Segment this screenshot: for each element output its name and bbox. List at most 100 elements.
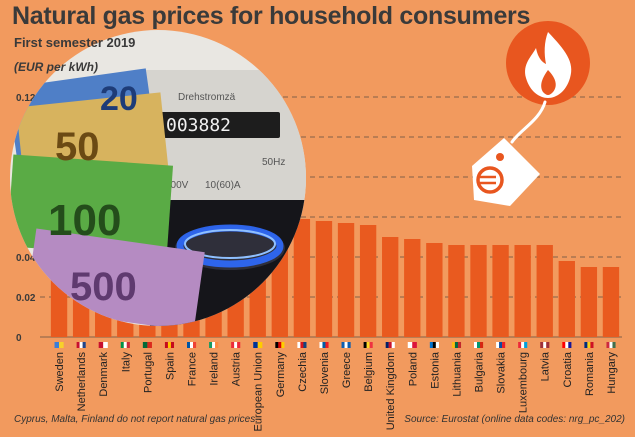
bar bbox=[580, 267, 598, 337]
page-subtitle: First semester 2019 bbox=[14, 35, 136, 50]
meter-rating-text: 10(60)A bbox=[205, 180, 241, 191]
flag-icon bbox=[98, 342, 108, 348]
flag-stripe bbox=[257, 342, 263, 348]
flag-icon bbox=[164, 342, 175, 348]
flag-stripe bbox=[369, 342, 373, 348]
flag-stripe bbox=[167, 342, 172, 348]
x-tick-label: Lithuania bbox=[451, 351, 463, 397]
y-tick-label: 0 bbox=[16, 333, 22, 344]
bar bbox=[492, 245, 509, 337]
flag-stripe bbox=[347, 342, 351, 348]
x-tick-label: Slovakia bbox=[496, 351, 508, 393]
flag-icon bbox=[253, 342, 263, 348]
flag-stripe bbox=[363, 342, 367, 348]
x-tick-label: Portugal bbox=[142, 352, 154, 393]
flag-stripe bbox=[429, 342, 433, 348]
x-tick-label: France bbox=[187, 352, 199, 386]
flag-stripe bbox=[322, 342, 326, 348]
flag-icon bbox=[231, 342, 241, 348]
x-tick-label: Netherlands bbox=[76, 352, 88, 412]
x-tick-label: Luxembourg bbox=[518, 352, 530, 413]
flag-stripe bbox=[366, 342, 370, 348]
flag-stripe bbox=[231, 342, 235, 348]
flag-stripe bbox=[237, 342, 241, 348]
y-tick-label: 0.02 bbox=[16, 293, 36, 304]
flag-stripe bbox=[82, 342, 86, 348]
flag-stripe bbox=[76, 342, 80, 348]
flag-stripe bbox=[164, 342, 169, 348]
flag-stripe bbox=[524, 342, 528, 348]
flag-stripe bbox=[209, 342, 213, 348]
flag-stripe bbox=[187, 342, 191, 348]
flag-stripe bbox=[388, 342, 392, 348]
x-tick-label: Poland bbox=[407, 352, 419, 386]
flag-stripe bbox=[142, 342, 148, 348]
flag-stripe bbox=[215, 342, 219, 348]
flag-stripe bbox=[344, 342, 348, 348]
flag-icon bbox=[297, 342, 307, 348]
flag-icon bbox=[606, 342, 616, 348]
bar bbox=[514, 245, 531, 337]
x-tick-label: Austria bbox=[231, 351, 243, 386]
flag-stripe bbox=[407, 342, 413, 348]
flag-icon bbox=[319, 342, 329, 348]
flag-stripe bbox=[587, 342, 591, 348]
flag-stripe bbox=[278, 342, 282, 348]
flag-stripe bbox=[319, 342, 323, 348]
flag-icon bbox=[341, 342, 351, 348]
flag-icon bbox=[562, 342, 572, 348]
flag-stripe bbox=[120, 342, 124, 348]
flag-stripe bbox=[562, 342, 566, 348]
meter-reading: 003882 bbox=[166, 115, 231, 136]
x-tick-label: Spain bbox=[164, 352, 176, 380]
flag-stripe bbox=[480, 342, 484, 348]
y-tick-label: 0.04 bbox=[16, 253, 36, 264]
flag-icon bbox=[275, 342, 285, 348]
unit-label: (EUR per kWh) bbox=[14, 60, 98, 74]
flag-stripe bbox=[341, 342, 345, 348]
flag-stripe bbox=[275, 342, 279, 348]
meter-voltage-text: 400V bbox=[165, 180, 189, 191]
flag-stripe bbox=[474, 342, 478, 348]
flag-stripe bbox=[451, 342, 456, 348]
flag-stripe bbox=[303, 342, 307, 348]
flag-stripe bbox=[98, 342, 104, 348]
flag-stripe bbox=[126, 342, 130, 348]
flag-icon bbox=[187, 342, 197, 348]
meter-display bbox=[160, 112, 280, 138]
flag-stripe bbox=[147, 342, 152, 348]
flag-stripe bbox=[297, 342, 301, 348]
flag-icon bbox=[451, 342, 462, 348]
flag-icon bbox=[407, 342, 417, 348]
x-tick-label: Ireland bbox=[209, 352, 221, 386]
flag-icon bbox=[142, 342, 152, 348]
banknote-50-label: 50 bbox=[55, 125, 100, 169]
blue-flame-ring bbox=[176, 224, 284, 268]
page-title: Natural gas prices for household consume… bbox=[12, 2, 531, 30]
flag-stripe bbox=[606, 342, 610, 348]
x-tick-label: European Union bbox=[253, 352, 265, 432]
bar bbox=[382, 237, 399, 337]
meter-freq-text: 50Hz bbox=[262, 157, 285, 168]
flame-inner bbox=[541, 70, 556, 95]
flag-stripe bbox=[432, 342, 436, 348]
bar bbox=[536, 245, 553, 337]
x-tick-label: Bulgaria bbox=[474, 351, 486, 392]
x-tick-label: Italy bbox=[120, 352, 132, 373]
flag-stripe bbox=[543, 342, 547, 348]
flag-stripe bbox=[253, 342, 258, 348]
x-tick-label: Germany bbox=[275, 352, 287, 398]
flag-stripe bbox=[457, 342, 462, 348]
photo-collage: 003882 Drehstromzä 50Hz 10(60)A 400V 50 100 500… bbox=[10, 30, 306, 326]
x-tick-label: Greece bbox=[341, 352, 353, 388]
flag-icon bbox=[518, 342, 528, 348]
bar bbox=[470, 245, 487, 337]
flag-stripe bbox=[590, 342, 594, 348]
flag-stripe bbox=[59, 342, 64, 348]
blue-flame-inner bbox=[184, 229, 276, 259]
banknote-100-label: 100 bbox=[48, 196, 121, 245]
flag-stripe bbox=[325, 342, 329, 348]
x-tick-label: Slovenia bbox=[319, 351, 331, 394]
flag-icon bbox=[474, 342, 484, 348]
